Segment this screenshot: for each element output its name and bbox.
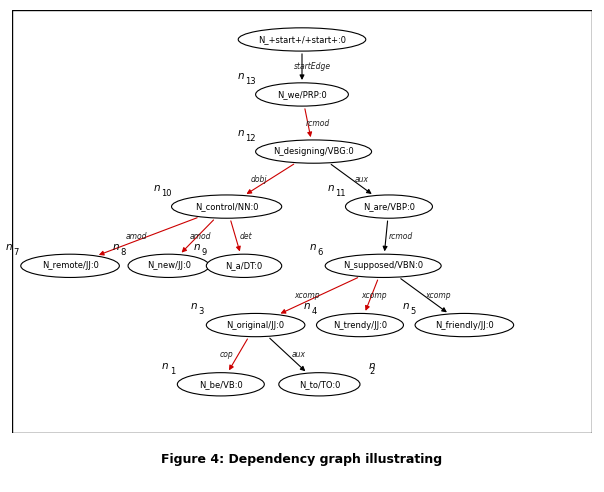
Text: 12: 12 (245, 134, 255, 143)
Ellipse shape (178, 372, 265, 396)
Text: n: n (368, 361, 375, 370)
Text: 2: 2 (370, 367, 375, 375)
Text: xcomp: xcomp (362, 291, 387, 300)
Text: amod: amod (190, 232, 211, 241)
Text: 13: 13 (245, 77, 256, 86)
Text: N_original/JJ:0: N_original/JJ:0 (226, 321, 284, 330)
Ellipse shape (279, 372, 360, 396)
Ellipse shape (325, 254, 441, 277)
Ellipse shape (415, 313, 513, 337)
Text: n: n (237, 71, 244, 81)
Text: 3: 3 (199, 308, 204, 316)
Text: N_to/TO:0: N_to/TO:0 (299, 380, 340, 389)
Text: N_a/DT:0: N_a/DT:0 (225, 261, 263, 270)
Text: n: n (162, 361, 169, 370)
Text: N_remote/JJ:0: N_remote/JJ:0 (42, 261, 98, 270)
Text: cop: cop (220, 350, 234, 359)
Text: N_are/VBP:0: N_are/VBP:0 (363, 202, 415, 211)
Text: 9: 9 (202, 248, 207, 257)
Text: 1: 1 (170, 367, 175, 375)
Text: rcmod: rcmod (388, 232, 413, 241)
Text: 4: 4 (312, 308, 317, 316)
Ellipse shape (316, 313, 403, 337)
Text: N_designing/VBG:0: N_designing/VBG:0 (273, 147, 354, 156)
Text: n: n (191, 301, 198, 311)
Text: 6: 6 (318, 248, 323, 257)
Text: N_trendy/JJ:0: N_trendy/JJ:0 (333, 321, 387, 330)
Text: aux: aux (355, 175, 369, 184)
Text: N_friendly/JJ:0: N_friendly/JJ:0 (435, 321, 493, 330)
Text: 10: 10 (161, 189, 172, 198)
Text: n: n (304, 301, 310, 311)
Ellipse shape (255, 140, 371, 163)
Text: xcomp: xcomp (426, 291, 451, 300)
Text: n: n (194, 242, 201, 252)
Text: 11: 11 (335, 189, 345, 198)
Text: n: n (327, 183, 334, 193)
Text: N_+start+/+start+:0: N_+start+/+start+:0 (258, 35, 346, 44)
Text: det: det (239, 232, 252, 241)
Text: aux: aux (292, 350, 306, 359)
Text: n: n (403, 301, 410, 311)
Text: xcomp: xcomp (295, 291, 320, 300)
Ellipse shape (238, 28, 366, 51)
Text: n: n (237, 128, 244, 138)
Ellipse shape (255, 83, 349, 106)
Text: rcmod: rcmod (306, 119, 330, 127)
Ellipse shape (128, 254, 209, 277)
Text: N_new/JJ:0: N_new/JJ:0 (147, 261, 191, 270)
Text: N_be/VB:0: N_be/VB:0 (199, 380, 243, 389)
Ellipse shape (21, 254, 120, 277)
Text: n: n (113, 242, 120, 252)
Ellipse shape (207, 313, 305, 337)
Text: N_supposed/VBN:0: N_supposed/VBN:0 (343, 261, 423, 270)
Ellipse shape (345, 195, 432, 218)
Text: dobj: dobj (250, 175, 267, 184)
Text: 7: 7 (13, 248, 19, 257)
Text: n: n (310, 242, 316, 252)
Ellipse shape (172, 195, 281, 218)
Text: Figure 4: Dependency graph illustrating: Figure 4: Dependency graph illustrating (161, 453, 443, 466)
Text: n: n (5, 242, 12, 252)
Text: 8: 8 (121, 248, 126, 257)
Text: N_control/NN:0: N_control/NN:0 (195, 202, 259, 211)
Text: 5: 5 (411, 308, 416, 316)
Text: amod: amod (126, 232, 147, 241)
Text: n: n (153, 183, 160, 193)
Ellipse shape (207, 254, 281, 277)
Text: N_we/PRP:0: N_we/PRP:0 (277, 90, 327, 99)
Text: startEdge: startEdge (294, 62, 331, 71)
